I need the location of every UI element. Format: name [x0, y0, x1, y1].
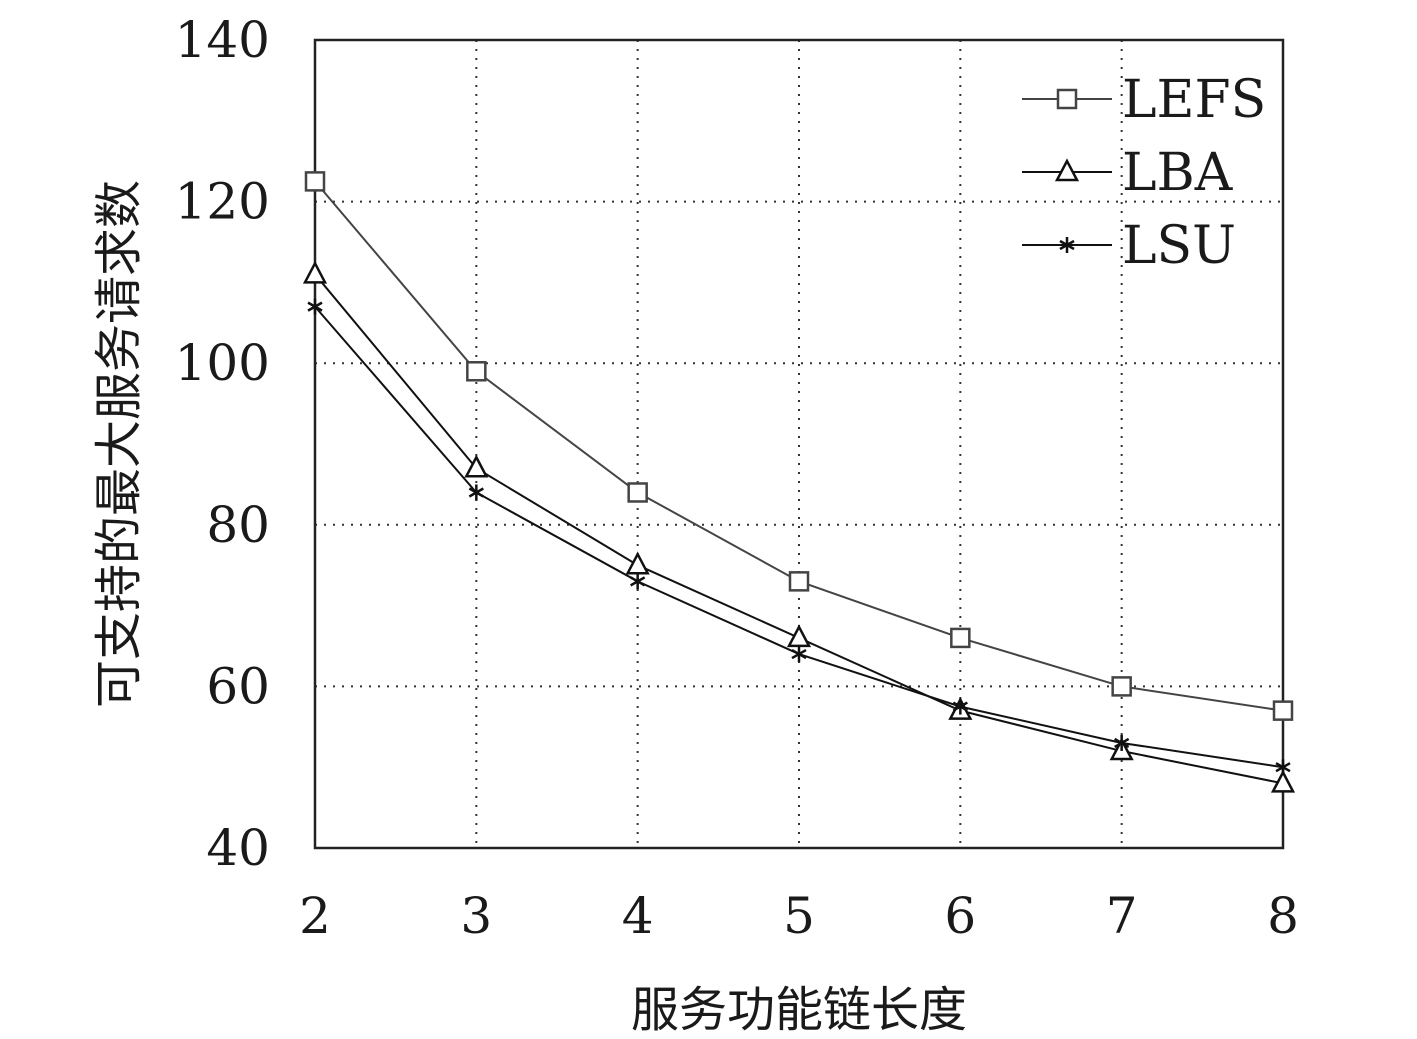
data-point-lefs: [950, 627, 971, 649]
legend-label-lefs: LEFS: [1122, 70, 1266, 130]
series-lsu: [307, 298, 1291, 776]
x-tick-label: 8: [1267, 887, 1299, 945]
data-point-lsu: [307, 298, 323, 315]
data-point-lefs: [1272, 700, 1294, 721]
y-tick-label: 40: [206, 819, 270, 877]
data-point-lefs: [1111, 676, 1132, 697]
data-point-lsu: [791, 646, 807, 663]
y-axis-label: 可支持的最大服务请求数: [91, 180, 147, 708]
y-tick-labels: 40 60 80 100 120 140: [175, 11, 270, 877]
series-layer: [302, 171, 1296, 793]
x-tick-label: 4: [622, 887, 654, 945]
data-point-lefs: [788, 571, 810, 592]
data-point-lsu: [952, 698, 968, 715]
legend: LEFS LBA LSU: [1022, 70, 1266, 276]
x-tick-label: 6: [944, 887, 976, 945]
legend-marker-lefs: [1056, 88, 1078, 110]
legend-marker-lsu: [1059, 237, 1075, 253]
legend-item-lefs: LEFS: [1022, 70, 1266, 130]
legend-marker-lba: [1054, 158, 1080, 182]
y-tick-label: 80: [206, 496, 270, 554]
data-point-lba: [1270, 769, 1296, 793]
data-point-lsu: [468, 484, 484, 501]
data-point-lba: [786, 624, 812, 648]
data-point-lsu: [1275, 759, 1291, 776]
y-tick-label: 140: [175, 11, 270, 69]
x-tick-label: 5: [783, 887, 815, 945]
data-point-lsu: [630, 573, 646, 590]
x-tick-label: 3: [460, 887, 492, 945]
legend-label-lba: LBA: [1122, 143, 1234, 203]
y-tick-label: 60: [206, 657, 270, 715]
x-tick-labels: 2 3 4 5 6 7 8: [299, 887, 1299, 945]
data-point-lsu: [1114, 734, 1130, 751]
y-tick-label: 100: [175, 334, 270, 392]
y-tick-label: 120: [175, 173, 270, 231]
series-lba: [302, 260, 1296, 793]
data-point-lefs: [466, 361, 487, 382]
x-axis-label: 服务功能链长度: [631, 982, 967, 1038]
data-point-lefs: [304, 171, 326, 192]
legend-label-lsu: LSU: [1122, 216, 1236, 276]
plot-frame: [313, 38, 1285, 850]
legend-item-lsu: LSU: [1022, 216, 1236, 276]
legend-item-lba: LBA: [1022, 143, 1234, 203]
data-point-lba: [302, 260, 328, 284]
data-point-lba: [625, 551, 650, 575]
x-tick-label: 2: [299, 887, 331, 945]
series-lefs: [304, 171, 1294, 721]
x-tick-label: 7: [1106, 887, 1138, 945]
data-point-lba: [464, 454, 489, 478]
data-point-lefs: [627, 482, 648, 503]
